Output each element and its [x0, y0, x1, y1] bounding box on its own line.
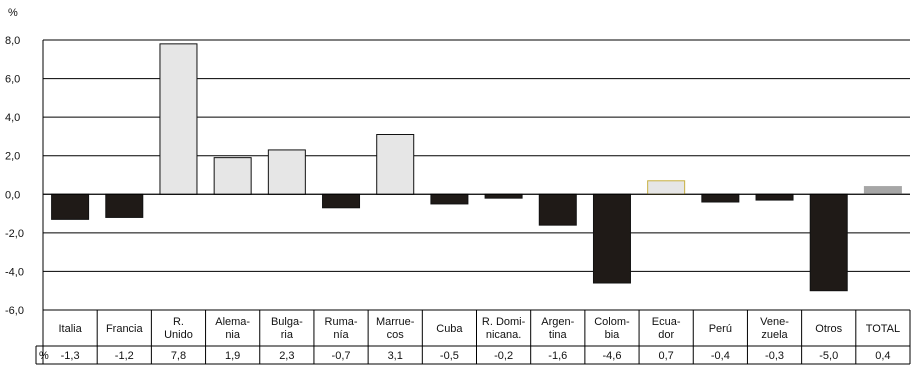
x-category-label: nía	[333, 329, 349, 341]
x-category-label: Otros	[815, 323, 842, 335]
bar	[809, 193, 848, 292]
x-category-label: bia	[605, 329, 621, 341]
data-value-label: 2,3	[279, 350, 294, 362]
bar	[484, 193, 523, 199]
data-value-label: 7,8	[171, 350, 186, 362]
data-value-label: -1,6	[548, 350, 567, 362]
x-category-label: nia	[225, 329, 241, 341]
x-category-label: Cuba	[436, 323, 463, 335]
data-value-label: -4,6	[602, 350, 621, 362]
x-category-label: Colom-	[594, 316, 630, 328]
x-category-label: Alema-	[215, 316, 250, 328]
y-tick-label: 2,0	[5, 151, 20, 163]
x-category-label: Marrue-	[376, 316, 415, 328]
data-value-label: -0,4	[711, 350, 730, 362]
data-value-label: -0,5	[440, 350, 459, 362]
bar	[376, 134, 415, 195]
data-value-label: -0,3	[765, 350, 784, 362]
bar	[51, 193, 90, 220]
y-tick-label: -2,0	[5, 228, 24, 240]
x-category-label: nicana.	[486, 329, 521, 341]
x-category-label: Vene-	[760, 316, 789, 328]
x-category-label: Argen-	[541, 316, 574, 328]
bar	[430, 193, 469, 205]
y-tick-label: 0,0	[5, 189, 20, 201]
x-category-label: cos	[387, 329, 405, 341]
data-value-label: 3,1	[388, 350, 403, 362]
bar	[755, 193, 794, 201]
x-category-label: TOTAL	[866, 323, 900, 335]
bar	[592, 193, 631, 284]
x-category-label: R.	[173, 316, 184, 328]
data-value-label: -1,2	[115, 350, 134, 362]
x-category-label: Ruma-	[325, 316, 358, 328]
bar	[538, 193, 577, 226]
data-value-label: 1,9	[225, 350, 240, 362]
x-category-label: Perú	[709, 323, 732, 335]
bar	[647, 180, 686, 195]
data-value-label: -0,2	[494, 350, 513, 362]
x-category-label: Unido	[164, 329, 193, 341]
x-category-label: ria	[281, 329, 294, 341]
data-value-label: -1,3	[61, 350, 80, 362]
bar	[863, 186, 902, 195]
data-value-label: -0,7	[332, 350, 351, 362]
x-category-label: tina	[549, 329, 568, 341]
x-category-label: Francia	[106, 323, 144, 335]
bar	[159, 43, 198, 195]
bar	[105, 193, 144, 218]
x-category-label: zuela	[761, 329, 788, 341]
y-tick-label: 4,0	[5, 112, 20, 124]
bar	[701, 193, 740, 203]
y-tick-label: 8,0	[5, 35, 20, 47]
data-value-label: 0,7	[659, 350, 674, 362]
x-category-label: Ecua-	[652, 316, 681, 328]
x-category-label: Italia	[58, 323, 82, 335]
y-tick-label: -4,0	[5, 266, 24, 278]
bar	[322, 193, 361, 209]
x-category-label: dor	[658, 329, 674, 341]
bar	[267, 149, 306, 195]
data-value-label: 0,4	[875, 350, 890, 362]
y-unit-label: %	[8, 7, 18, 19]
table-row-label: %	[39, 350, 49, 362]
bar	[213, 157, 252, 195]
x-category-label: R. Domi-	[482, 316, 526, 328]
data-value-label: -5,0	[819, 350, 838, 362]
x-category-label: Bulga-	[271, 316, 303, 328]
y-tick-label: -6,0	[5, 305, 24, 317]
y-tick-label: 6,0	[5, 74, 20, 86]
